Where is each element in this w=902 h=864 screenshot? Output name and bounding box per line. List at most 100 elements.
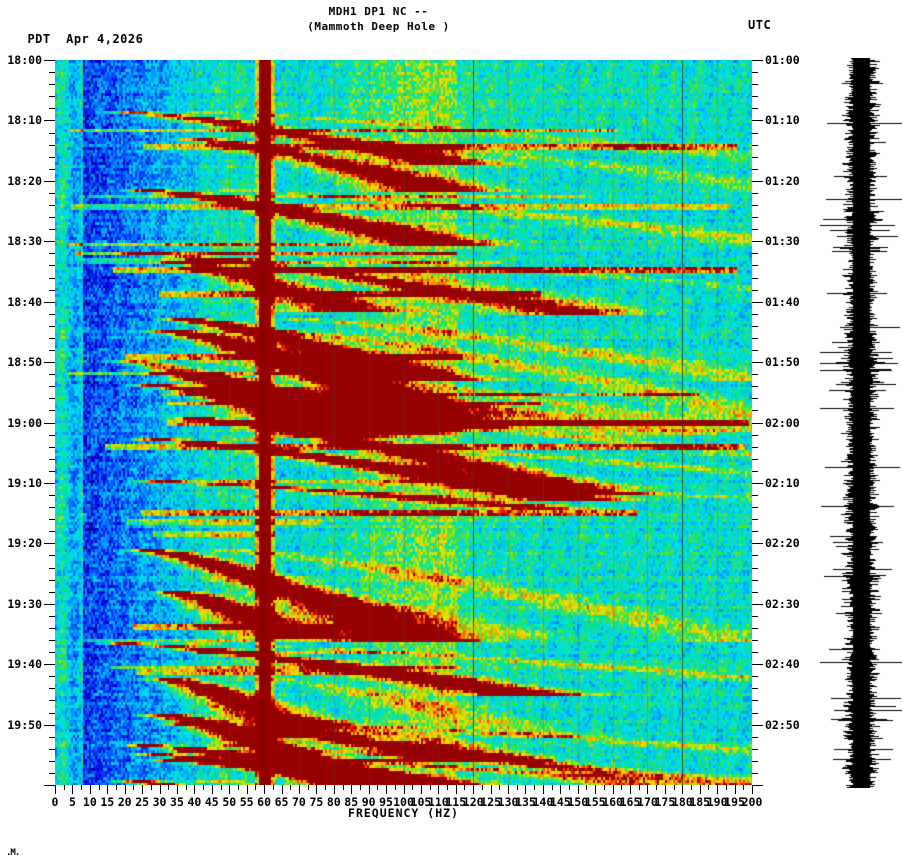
axis-tick (49, 688, 55, 690)
axis-tick (255, 785, 257, 790)
time-axis-pdt: 18:00 18:10 18:20 18:30 18:40 18:50 19:00 19:10… (0, 53, 55, 786)
axis-tick (72, 785, 74, 794)
axis-tick (49, 640, 55, 641)
axis-tick (752, 398, 758, 400)
axis-tick (403, 785, 405, 794)
axis-tick-label: 02:40 (765, 657, 800, 672)
axis-tick-label: 01:40 (765, 294, 800, 309)
axis-tick (150, 785, 152, 790)
axis-tick (752, 168, 758, 170)
axis-tick (752, 470, 758, 472)
axis-tick-label: 35 (170, 795, 184, 809)
axis-tick (752, 482, 763, 484)
axis-tick (44, 60, 55, 61)
axis-tick (682, 785, 684, 794)
axis-tick (752, 350, 758, 351)
axis-tick-label: 18:00 (7, 53, 42, 67)
axis-tick-label: 200 (741, 795, 763, 809)
axis-tick (551, 785, 553, 790)
axis-tick (752, 434, 758, 436)
axis-tick (525, 785, 527, 794)
axis-tick-label: 19:30 (7, 596, 42, 611)
axis-tick (534, 785, 536, 790)
axis-tick (49, 374, 55, 376)
axis-tick (49, 205, 55, 206)
axis-tick-label: 0 (51, 795, 59, 809)
frequency-axis: 0 5 10 15 20 25 30 35 40 45 50 55 60 65 70 75 80 85 90 95 10… (51, 785, 762, 825)
axis-tick (473, 785, 475, 794)
axis-tick (656, 785, 658, 790)
axis-tick (412, 785, 414, 790)
axis-tick-label: 105 (410, 795, 432, 809)
axis-tick-label: 110 (427, 795, 449, 809)
axis-tick (752, 217, 758, 219)
axis-tick (438, 785, 440, 794)
axis-tick (49, 217, 55, 219)
axis-tick-label: 60 (257, 795, 272, 809)
frequency-axis-title: FREQUENCY (HZ) (348, 806, 459, 820)
axis-tick (377, 785, 379, 790)
axis-tick-label: 45 (204, 795, 219, 809)
axis-tick (752, 156, 758, 158)
spectrogram-plot[interactable] (55, 60, 752, 785)
axis-tick (752, 277, 758, 279)
axis-tick (49, 337, 55, 339)
axis-tick-label: 90 (361, 795, 376, 809)
axis-tick (272, 785, 274, 790)
axis-tick (49, 253, 55, 255)
axis-tick (752, 760, 758, 762)
axis-tick (699, 785, 701, 794)
axis-tick (333, 785, 335, 794)
axis-tick (752, 108, 758, 110)
axis-tick (752, 386, 758, 388)
axis-tick (81, 785, 83, 790)
axis-tick (351, 785, 353, 794)
axis-tick (752, 374, 758, 376)
axis-tick-label: 01:10 (765, 113, 800, 128)
axis-tick (691, 785, 692, 790)
axis-tick-label: 55 (239, 795, 254, 809)
axis-tick-label: 120 (462, 795, 484, 809)
axis-tick (752, 84, 758, 86)
axis-tick (298, 785, 300, 794)
axis-tick-label: 80 (326, 795, 341, 809)
axis-tick (603, 785, 605, 790)
timezone-label-pdt: PDT (27, 32, 51, 46)
axis-tick (49, 627, 55, 629)
axis-tick (281, 785, 283, 794)
axis-tick (49, 434, 55, 436)
axis-tick (49, 700, 55, 702)
axis-tick (316, 785, 318, 794)
axis-tick (49, 289, 55, 291)
axis-tick (752, 180, 763, 182)
axis-tick (44, 724, 55, 726)
axis-tick (752, 567, 758, 569)
axis-tick (752, 772, 758, 774)
axis-tick-label: 135 (515, 795, 536, 809)
axis-tick (725, 785, 727, 790)
axis-tick (743, 785, 745, 790)
seismogram-trace-panel (820, 58, 902, 788)
axis-tick (394, 785, 396, 790)
header-left-timezone-date: PDT Apr 4,2026 (12, 18, 143, 46)
axis-tick-label: 20 (117, 795, 132, 809)
axis-tick (229, 785, 231, 794)
axis-tick (752, 664, 763, 666)
axis-tick (49, 386, 55, 388)
axis-tick-label: 170 (637, 795, 658, 809)
axis-tick (577, 785, 579, 794)
axis-tick (752, 96, 758, 98)
axis-tick-label: 25 (135, 795, 150, 809)
axis-tick-label: 145 (549, 795, 571, 809)
axis-tick (49, 748, 55, 750)
time-axis-utc: 01:00 01:10 01:20 01:30 01:40 01:50 02:00 02:10… (752, 53, 842, 786)
axis-tick (49, 96, 55, 98)
axis-tick (49, 132, 55, 134)
axis-tick (664, 785, 666, 794)
axis-tick (752, 241, 763, 243)
axis-tick-label: 01:00 (765, 53, 800, 67)
axis-tick (673, 785, 675, 790)
corner-artifact-mark: .M. (6, 848, 20, 858)
axis-tick (621, 785, 623, 790)
axis-tick (708, 785, 710, 790)
